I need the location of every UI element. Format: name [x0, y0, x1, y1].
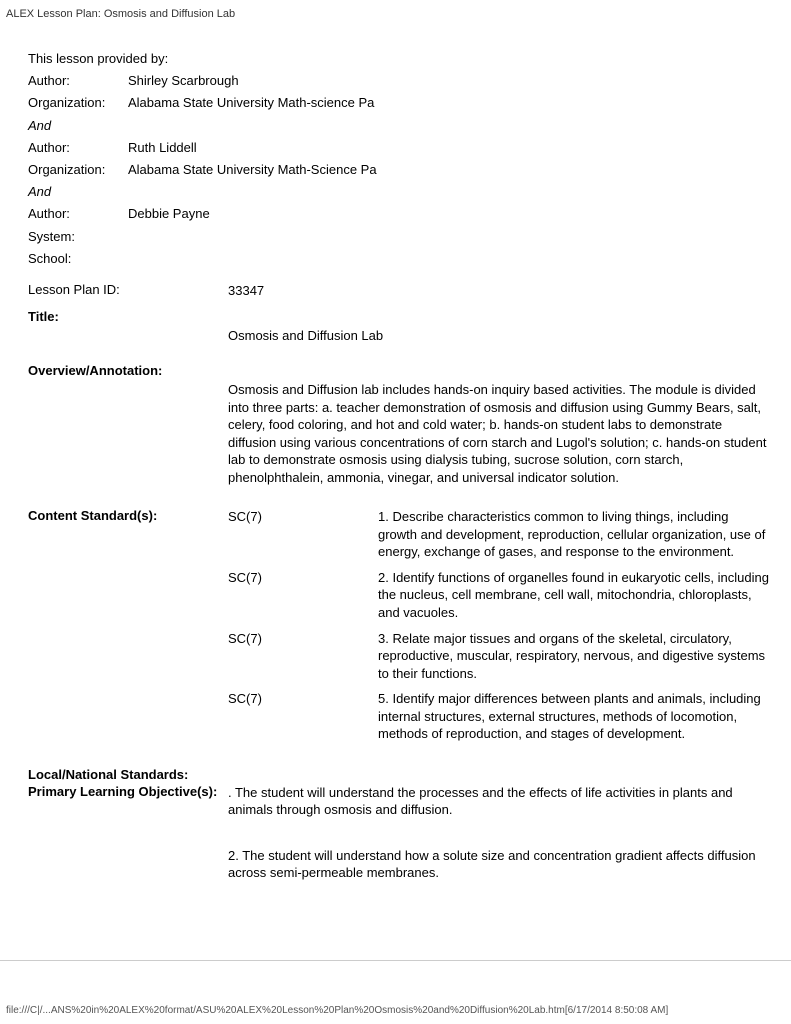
standard-description: 3. Relate major tissues and organs of th… — [378, 630, 771, 683]
local-national-label: Local/National Standards: — [28, 767, 228, 782]
lesson-plan-id-value: 33347 — [228, 282, 771, 300]
author-row: Author: Ruth Liddell — [28, 139, 771, 157]
standard-code: SC(7) — [228, 569, 378, 622]
system-label: System: — [28, 228, 128, 246]
organization-row: Organization: Alabama State University M… — [28, 94, 771, 112]
objective-item: . The student will understand the proces… — [228, 784, 771, 819]
primary-objectives-label: Primary Learning Objective(s): — [28, 784, 228, 910]
standard-code: SC(7) — [228, 630, 378, 683]
separator-and: And — [28, 183, 771, 201]
standard-description: 2. Identify functions of organelles foun… — [378, 569, 771, 622]
standard-code: SC(7) — [228, 690, 378, 743]
system-row: System: — [28, 228, 771, 246]
separator-and: And — [28, 117, 771, 135]
author-row: Author: Shirley Scarbrough — [28, 72, 771, 90]
footer-path: file:///C|/...ANS%20in%20ALEX%20format/A… — [6, 1005, 668, 1016]
author-name: Ruth Liddell — [128, 139, 197, 157]
content-area: This lesson provided by: Author: Shirley… — [0, 20, 791, 910]
school-row: School: — [28, 250, 771, 268]
organization-label: Organization: — [28, 94, 128, 112]
local-national-row: Local/National Standards: — [28, 767, 771, 782]
overview-row: Overview/Annotation: Osmosis and Diffusi… — [28, 363, 771, 486]
author-name: Shirley Scarbrough — [128, 72, 239, 90]
standard-row: SC(7) 5. Identify major differences betw… — [228, 690, 771, 743]
lesson-plan-id-row: Lesson Plan ID: 33347 — [28, 282, 771, 300]
title-value: Osmosis and Diffusion Lab — [228, 309, 771, 345]
author-label: Author: — [28, 72, 128, 90]
author-label: Author: — [28, 139, 128, 157]
footer-divider — [0, 960, 791, 961]
provided-by-section: This lesson provided by: Author: Shirley… — [28, 50, 771, 268]
standard-code: SC(7) — [228, 508, 378, 561]
lesson-plan-id-label: Lesson Plan ID: — [28, 282, 228, 300]
organization-name: Alabama State University Math-science Pa — [128, 94, 374, 112]
organization-row: Organization: Alabama State University M… — [28, 161, 771, 179]
overview-value: Osmosis and Diffusion lab includes hands… — [228, 363, 771, 486]
standard-row: SC(7) 3. Relate major tissues and organs… — [228, 630, 771, 683]
author-label: Author: — [28, 205, 128, 223]
title-row: Title: Osmosis and Diffusion Lab — [28, 309, 771, 345]
primary-objectives-row: Primary Learning Objective(s): . The stu… — [28, 784, 771, 910]
organization-name: Alabama State University Math-Science Pa — [128, 161, 377, 179]
page-header-title: ALEX Lesson Plan: Osmosis and Diffusion … — [0, 0, 791, 20]
primary-objectives-list: . The student will understand the proces… — [228, 784, 771, 910]
title-label: Title: — [28, 309, 228, 345]
overview-label: Overview/Annotation: — [28, 363, 228, 486]
local-national-value — [228, 767, 771, 782]
content-standards-row: Content Standard(s): SC(7) 1. Describe c… — [28, 508, 771, 751]
standard-description: 1. Describe characteristics common to li… — [378, 508, 771, 561]
author-row: Author: Debbie Payne — [28, 205, 771, 223]
standard-description: 5. Identify major differences between pl… — [378, 690, 771, 743]
standard-row: SC(7) 2. Identify functions of organelle… — [228, 569, 771, 622]
author-name: Debbie Payne — [128, 205, 210, 223]
standard-row: SC(7) 1. Describe characteristics common… — [228, 508, 771, 561]
lesson-details: Lesson Plan ID: 33347 Title: Osmosis and… — [28, 282, 771, 910]
organization-label: Organization: — [28, 161, 128, 179]
school-label: School: — [28, 250, 128, 268]
content-standards-label: Content Standard(s): — [28, 508, 228, 751]
provided-intro: This lesson provided by: — [28, 50, 771, 68]
content-standards-list: SC(7) 1. Describe characteristics common… — [228, 508, 771, 751]
objective-item: 2. The student will understand how a sol… — [228, 847, 771, 882]
